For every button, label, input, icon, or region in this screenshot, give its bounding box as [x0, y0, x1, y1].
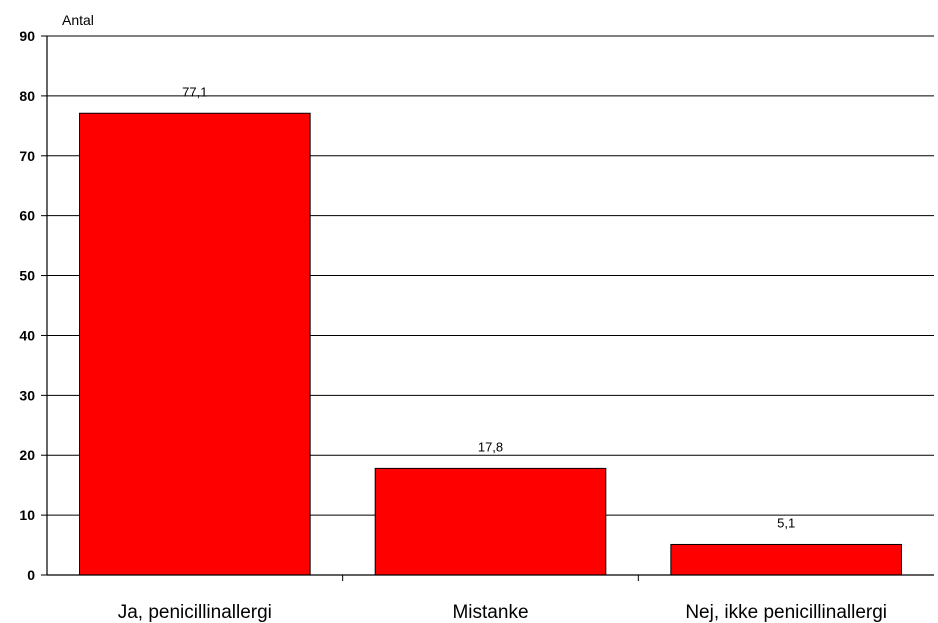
y-tick-label: 30: [19, 387, 35, 403]
x-tick-labels: Ja, penicillinallergi Mistanke Nej, ikke p…: [118, 602, 887, 623]
data-label: 17,8: [478, 439, 503, 454]
x-tick-label: Ja, penicillinallergi: [118, 602, 272, 623]
y-tick-label: 60: [19, 208, 35, 224]
axes: [41, 35, 934, 581]
y-tick-label: 10: [19, 507, 35, 523]
bars: [79, 112, 902, 576]
data-label: 5,1: [777, 515, 795, 530]
bar: [374, 467, 607, 576]
x-tick-label: Nej, ikke penicillinallergi: [685, 602, 887, 623]
y-tick-labels: 0 10 20 30 40 50 60 70 80 90: [19, 28, 35, 583]
y-tick-label: 20: [19, 447, 35, 463]
x-tick-label: Mistanke: [452, 602, 528, 623]
y-axis-label: Antal: [62, 12, 94, 28]
data-labels: 77,1 17,8 5,1: [182, 84, 795, 530]
bar: [79, 112, 311, 576]
y-tick-label: 90: [19, 28, 35, 44]
y-tick-label: 80: [19, 88, 35, 104]
y-tick-label: 70: [19, 148, 35, 164]
y-tick-label: 40: [19, 327, 35, 343]
data-label: 77,1: [182, 84, 207, 99]
y-tick-label: 50: [19, 268, 35, 284]
y-tick-label: 0: [27, 567, 35, 583]
bar: [670, 543, 902, 576]
